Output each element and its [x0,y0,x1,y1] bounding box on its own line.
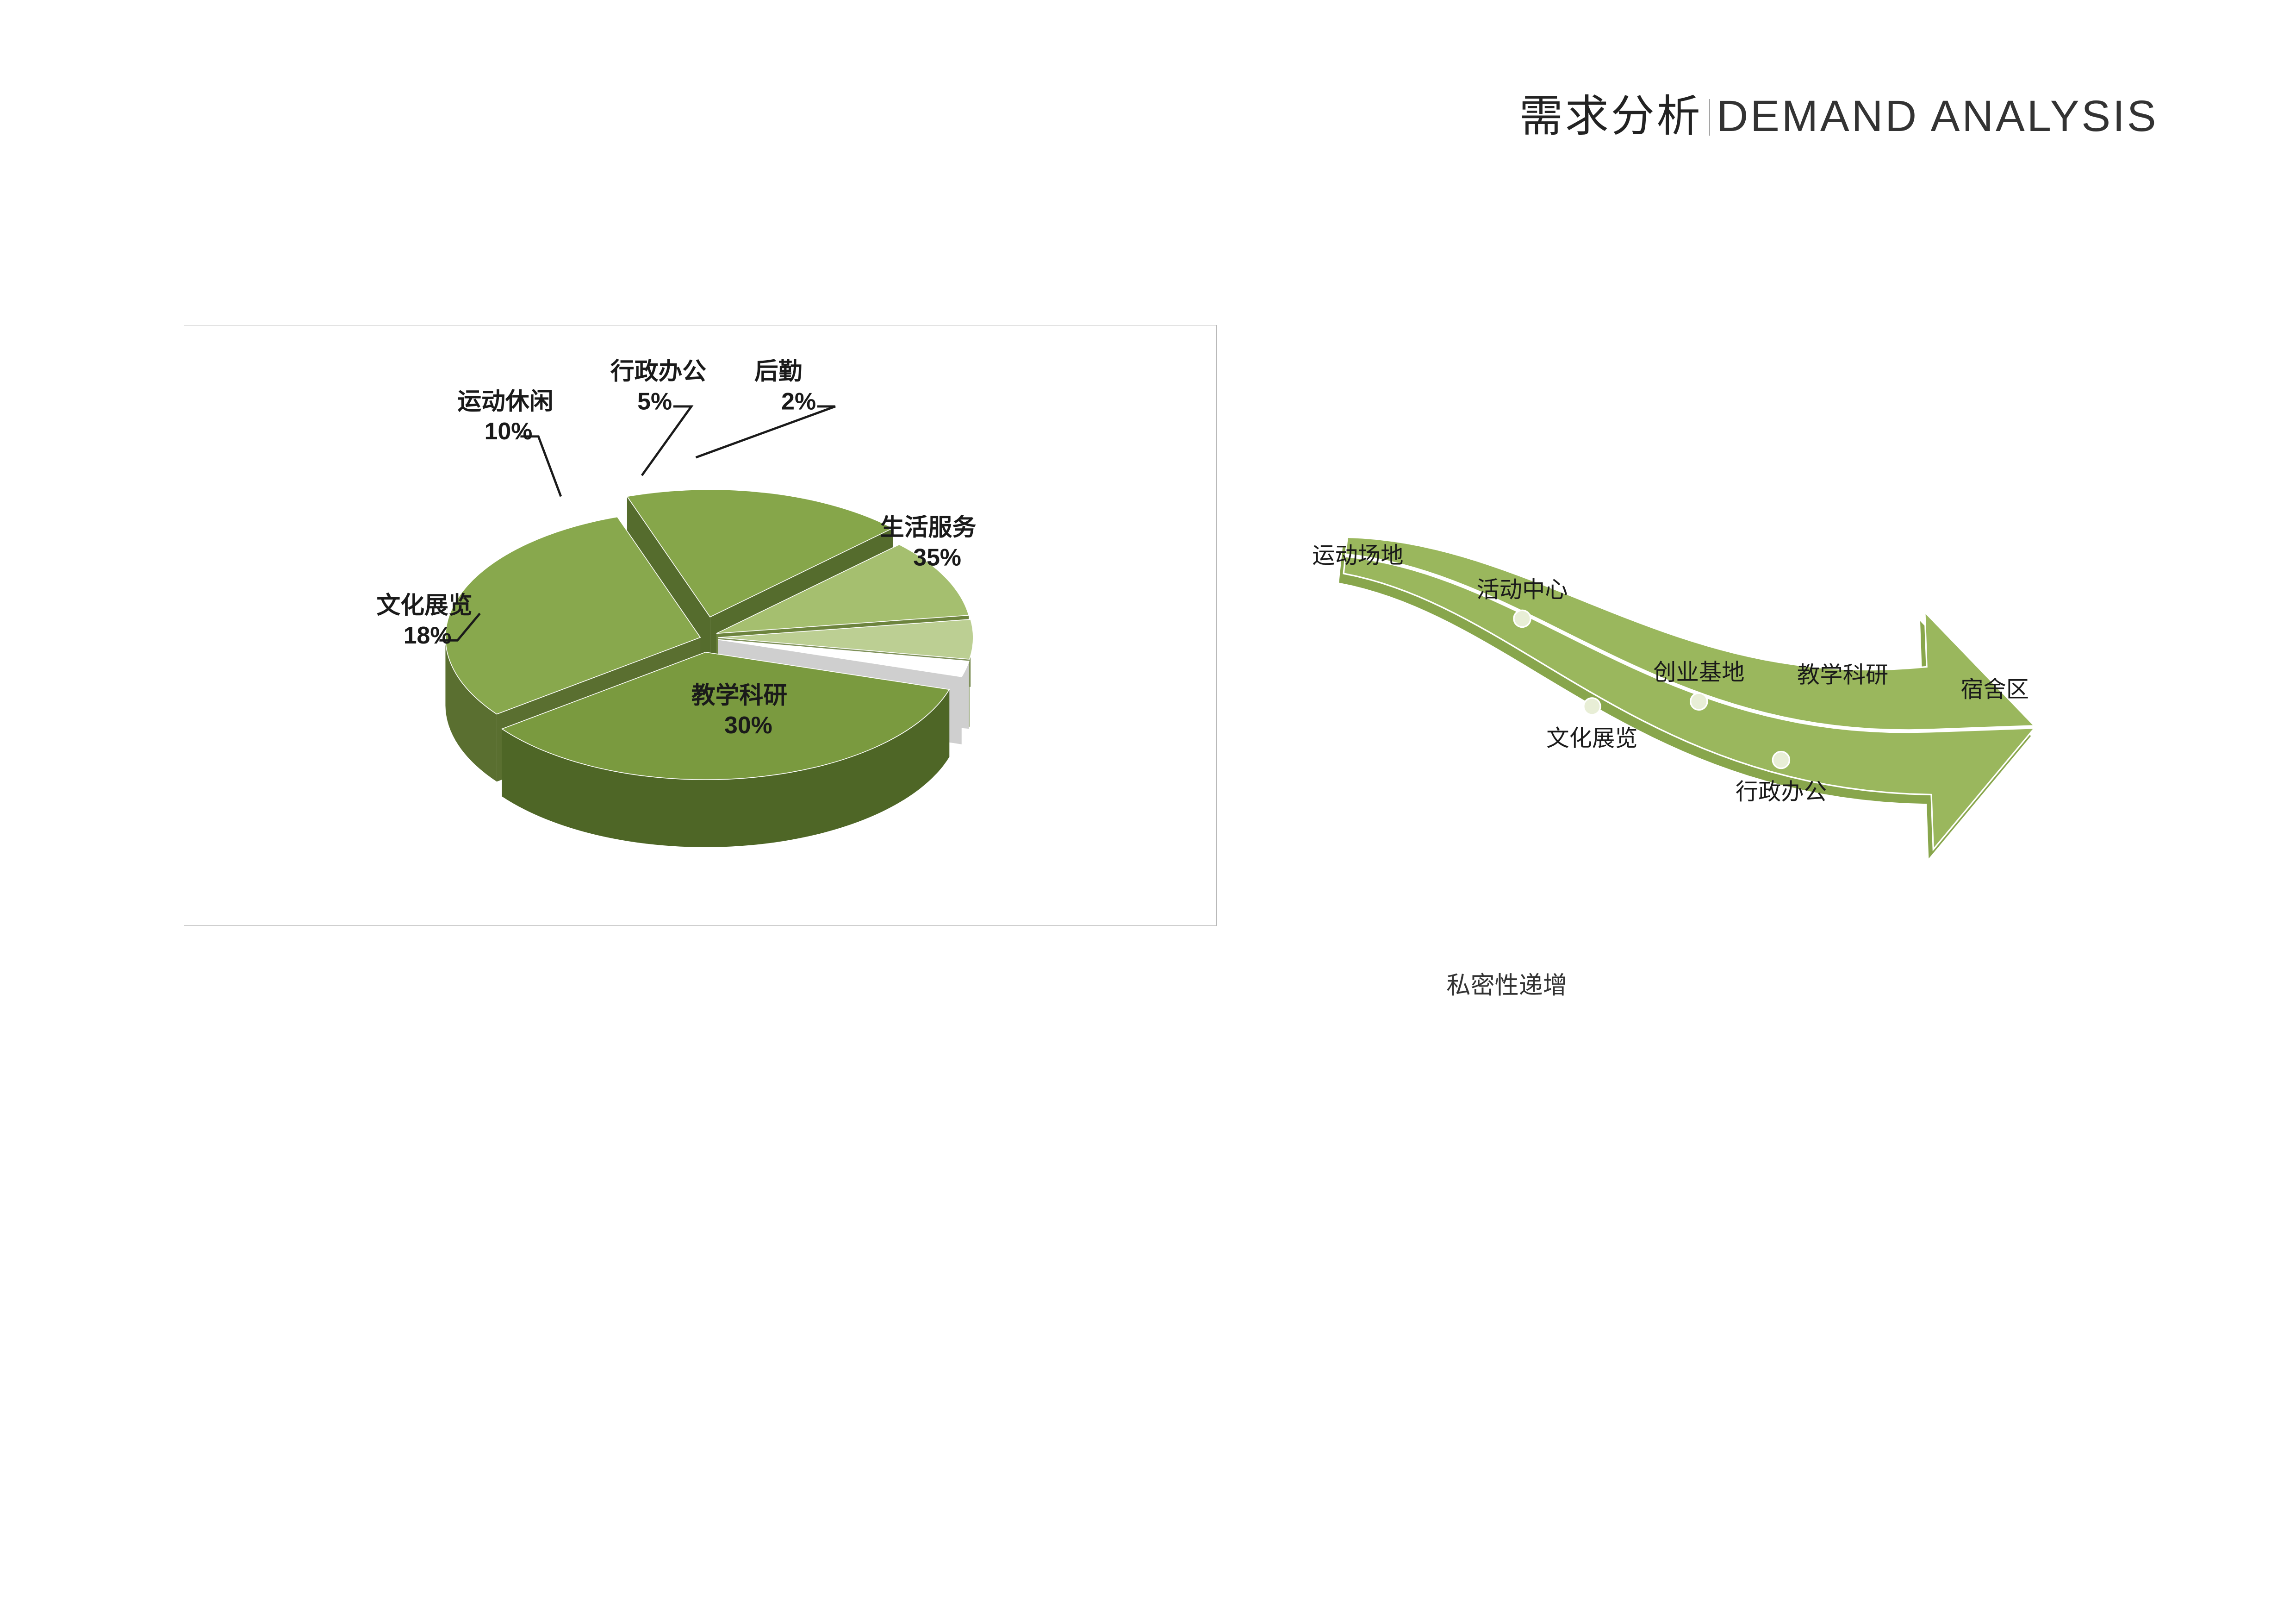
arrow-body [1344,537,2035,849]
arrow-node-label: 活动中心 [1477,577,1568,602]
arrow-node-dot [1691,693,1707,710]
arrow-node-label: 文化展览 [1547,725,1638,751]
pie-slice-label: 运动休闲 [457,387,553,414]
title-en: DEMAND ANALYSIS [1717,92,2158,140]
pie-slice-label: 生活服务 [880,513,976,540]
title-divider [1709,99,1710,136]
pie-slice-label: 行政办公 [610,357,706,384]
arrow-node-label: 运动场地 [1312,543,1403,568]
arrow-node-label: 宿舍区 [1960,677,2029,702]
pie-slice-percent: 10% [485,418,533,444]
pie-slice-percent: 2% [781,387,816,414]
arrow-node-dot [1773,752,1790,768]
arrow-node-label: 教学科研 [1797,662,1888,688]
pie-slice-label: 后勤 [754,357,803,384]
title-cn: 需求分析 [1519,92,1703,140]
pie-chart-panel: 生活服务 35% 教学科研 30% 文化展览 18% 运动休闲 10% 行政办公 5% 后勤 2% [184,325,1217,926]
arrow-node-label: 行政办公 [1736,779,1827,805]
arrow-caption: 私密性递增 [1446,966,1567,1001]
page-root: 需求分析 DEMAND ANALYSIS 生活服务 35% 教学科研 30% 文化展览 18… [0,0,2296,1624]
pie-slice-label: 教学科研 [691,681,787,708]
pie-slice-percent: 18% [404,621,452,648]
page-title: 需求分析 DEMAND ANALYSIS [1519,81,2159,144]
pie-slice-percent: 35% [913,543,961,570]
pie-chart-svg: 生活服务 35% 教学科研 30% 文化展览 18% 运动休闲 10% 行政办公 5% 后勤 2% [184,325,1216,925]
arrow-diagram-svg: 运动场地活动中心文化展览 创业基地行政办公 教学科研宿舍区 [1217,438,2181,925]
arrow-node-dot [1514,610,1531,627]
pie-slice-label: 文化展览 [376,592,472,618]
arrow-node-dot [1584,698,1600,715]
pie-slice-percent: 5% [637,387,672,414]
pie-slice-percent: 30% [724,712,772,738]
arrow-diagram-panel: 运动场地活动中心文化展览 创业基地行政办公 教学科研宿舍区 [1217,438,2181,925]
arrow-node-label: 创业基地 [1653,660,1744,685]
